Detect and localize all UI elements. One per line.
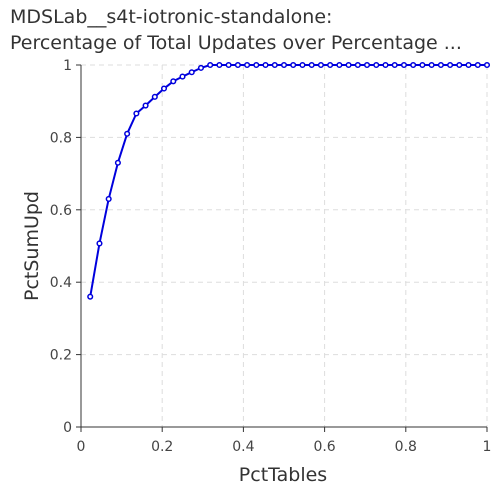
chart-title-line-1: MDSLab__s4t-iotronic-standalone: <box>10 6 333 28</box>
data-point <box>354 61 361 69</box>
chart-title-line-2: Percentage of Total Updates over Percent… <box>10 32 462 54</box>
data-point <box>299 61 306 69</box>
data-point <box>124 130 131 137</box>
tick-labels: 0 0.2 0.4 0.6 0.8 1 0 0.2 0.4 0.6 0.8 1 <box>50 58 492 455</box>
data-point <box>234 61 241 69</box>
data-point <box>142 102 149 109</box>
y-tick-label: 0 <box>63 420 72 436</box>
axes <box>76 64 488 432</box>
data-point <box>216 61 223 69</box>
y-tick-label: 0.8 <box>50 130 72 146</box>
data-point <box>456 61 463 69</box>
x-tick-label: 0.4 <box>232 439 254 455</box>
data-point <box>207 61 214 69</box>
data-point <box>96 240 103 247</box>
data-point <box>336 61 343 69</box>
data-point <box>308 61 315 69</box>
y-tick-label: 0.2 <box>50 348 72 364</box>
y-tick-label: 0.6 <box>50 203 72 219</box>
data-point <box>410 61 417 69</box>
data-point <box>271 61 278 69</box>
data-point <box>382 61 389 69</box>
x-tick-label: 0.8 <box>395 439 417 455</box>
data-point <box>447 61 454 69</box>
data-point <box>327 61 334 69</box>
data-point <box>363 61 371 69</box>
data-point <box>197 64 205 71</box>
y-tick-label: 1 <box>63 58 72 74</box>
x-tick-label: 0.2 <box>151 439 173 455</box>
data-point <box>373 61 380 69</box>
data-point <box>244 61 251 69</box>
x-tick-label: 0.6 <box>313 439 335 455</box>
data-point <box>253 61 260 69</box>
data-point <box>465 61 472 69</box>
data-point <box>179 73 186 80</box>
data-point <box>400 61 408 69</box>
y-tick-label: 0.4 <box>50 275 72 291</box>
data-point <box>188 69 195 76</box>
data-point <box>345 61 352 69</box>
grid-lines <box>81 64 488 427</box>
data-point <box>133 110 140 117</box>
data-point <box>474 61 481 69</box>
data-point <box>391 61 398 69</box>
data-point <box>483 61 491 69</box>
data-point <box>225 61 232 69</box>
series-line <box>89 64 487 297</box>
x-tick-label: 0 <box>77 439 86 455</box>
data-point <box>437 61 444 69</box>
y-axis-label: PctSumUpd <box>21 191 43 301</box>
data-point <box>151 93 158 100</box>
data-point <box>160 85 168 92</box>
data-point <box>428 61 435 69</box>
chart-title: MDSLab__s4t-iotronic-standalone: Percent… <box>10 4 495 56</box>
data-point <box>114 159 121 166</box>
x-tick-label: 1 <box>483 439 492 455</box>
x-axis-label: PctTables <box>239 464 327 486</box>
data-point <box>105 195 112 202</box>
data-point <box>280 61 288 69</box>
data-point <box>317 61 324 69</box>
data-point <box>87 293 94 300</box>
data-point <box>170 78 177 85</box>
data-point <box>262 61 269 69</box>
data-series <box>87 61 491 300</box>
data-point <box>419 61 426 69</box>
data-point <box>290 61 297 69</box>
